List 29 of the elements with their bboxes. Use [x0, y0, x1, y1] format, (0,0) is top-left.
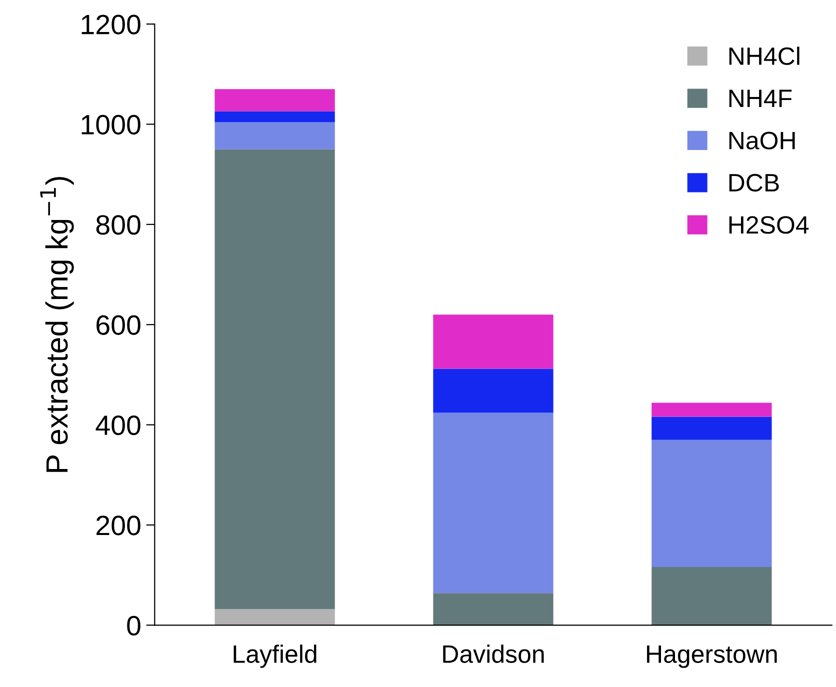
- x-tick-label: Layfield: [234, 644, 316, 668]
- y-tick-label: 400: [96, 415, 140, 436]
- bar: [433, 593, 554, 626]
- legend-label: NH4F: [729, 90, 792, 107]
- bar: [214, 122, 335, 150]
- bar: [214, 111, 335, 122]
- legend-label: DCB: [729, 174, 779, 192]
- y-axis-title: P extracted (mg kg$^{−1}$): [40, 176, 74, 472]
- bar: [433, 314, 554, 369]
- legend-label: NH4Cl: [729, 46, 800, 66]
- bar: [433, 412, 554, 594]
- bar: [433, 368, 554, 413]
- bar: [652, 440, 772, 568]
- y-tick-label: 600: [96, 315, 140, 335]
- y-tick-label: 1000: [82, 114, 140, 135]
- x-tick-label: Davidson: [443, 644, 544, 663]
- bar: [214, 89, 335, 112]
- y-tick-label: 0: [127, 616, 140, 636]
- bar: [214, 609, 335, 626]
- y-tick-label: 200: [96, 516, 140, 536]
- bar: [652, 402, 772, 417]
- legend-label: NaOH: [729, 132, 795, 150]
- bar: [214, 149, 335, 610]
- bar: [652, 567, 772, 626]
- x-tick-label: Hagerstown: [647, 646, 777, 668]
- legend-label: H2SO4: [729, 216, 809, 234]
- y-tick-label: 800: [96, 215, 140, 235]
- bar: [652, 416, 772, 440]
- y-tick-label: 1200: [82, 14, 140, 34]
